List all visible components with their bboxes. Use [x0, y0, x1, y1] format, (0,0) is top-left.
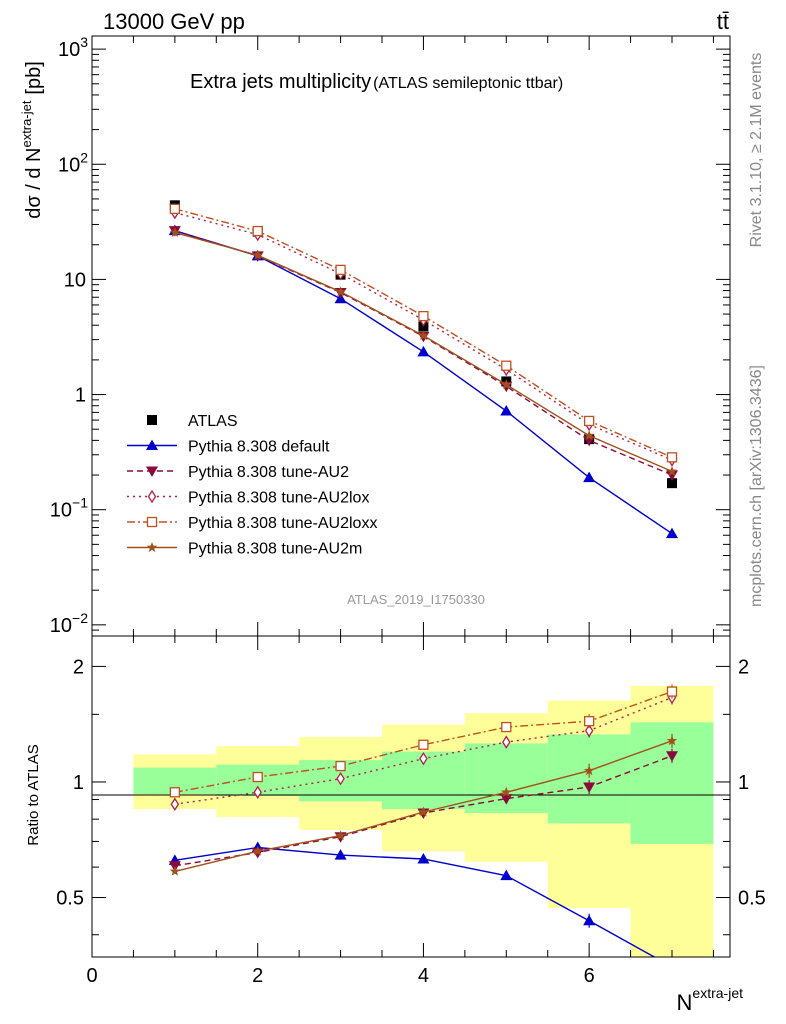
ratio-point-default: [334, 849, 347, 860]
ratio-point-au2m: [666, 735, 678, 746]
main-point-au2: [583, 435, 596, 447]
x-tick-label: 2: [252, 965, 263, 987]
main-y-tick-label: 103: [58, 34, 88, 61]
ratio-axes: 0.5 0.5 1 1 2 2 0 2 4 6: [56, 636, 766, 987]
main-series-group: [168, 200, 678, 539]
ratio-point-au2lox: [419, 751, 428, 766]
ratio-point-au2lox: [502, 735, 511, 749]
legend-marker-au2m: [146, 542, 158, 552]
main-line-default: [174, 230, 673, 535]
main-y-tick-label: 1: [75, 385, 86, 407]
main-point-au2loxx: [501, 360, 512, 371]
main-point-au2m: [335, 286, 346, 297]
main-point-au2loxx: [583, 415, 595, 427]
ratio-point-au2lox: [336, 771, 345, 786]
ratio-point-au2loxx: [169, 787, 181, 798]
x-tick-label: 6: [584, 965, 595, 987]
ratio-y-tick-label-right: 1: [738, 772, 749, 794]
analysis-watermark: ATLAS_2019_I1750330: [347, 592, 485, 607]
main-point-default: [500, 404, 513, 416]
ratio-y-tick-label: 1: [73, 772, 84, 794]
ratio-point-au2m: [583, 765, 595, 776]
main-point-au2m: [252, 249, 263, 260]
ratio-point-au2m: [418, 806, 429, 817]
main-point-data: [667, 478, 677, 489]
x-tick-label: 4: [418, 965, 429, 987]
main-point-au2: [666, 470, 678, 482]
ratio-uncertainty-bands: [133, 685, 714, 957]
ratio-point-au2m: [501, 786, 512, 797]
ratio-y-tick-label-right: 2: [738, 656, 749, 678]
main-y-tick-label: 102: [58, 149, 88, 176]
main-point-default: [417, 345, 430, 357]
ratio-point-au2: [666, 751, 678, 762]
main-y-tick-label: 10−2: [50, 610, 88, 637]
rivet-version-label: Rivet 3.1.10, ≥ 2.1M events: [748, 53, 765, 248]
ratio-y-tick-label-right: 0.5: [738, 888, 766, 910]
ratio-frame: [91, 635, 731, 958]
ratio-point-au2: [583, 782, 596, 794]
ratio-point-au2loxx: [418, 739, 429, 750]
main-point-au2m: [501, 379, 512, 390]
legend-label-au2loxx: Pythia 8.308 tune-AU2loxx: [188, 515, 377, 532]
ratio-y-tick-label: 2: [73, 656, 84, 678]
plot-title: Extra jets multiplicity (ATLAS semilepton…: [190, 71, 563, 93]
main-point-au2m: [666, 465, 678, 476]
ratio-point-au2m: [335, 830, 346, 841]
ratio-series-group: [168, 684, 678, 972]
ratio-point-default: [583, 914, 596, 926]
main-y-axis: 10−2 10−1 1 10 102 103: [50, 34, 730, 637]
legend-label-au2m: Pythia 8.308 tune-AU2m: [188, 541, 362, 558]
ratio-point-default: [500, 869, 513, 881]
legend-label-default: Pythia 8.308 default: [188, 439, 330, 456]
main-point-au2m: [169, 227, 181, 238]
legend: ATLAS Pythia 8.308 default Pythia 8.308 tu…: [127, 413, 377, 558]
collision-label: 13000 GeV pp: [103, 9, 245, 34]
legend-label-data: ATLAS: [188, 413, 238, 430]
x-tick-label: 0: [86, 965, 97, 987]
ratio-point-au2lox: [253, 785, 262, 799]
ratio-band-inner: [547, 734, 631, 824]
ratio-point-au2lox: [170, 797, 180, 811]
legend-label-au2lox: Pythia 8.308 tune-AU2lox: [188, 490, 369, 507]
ratio-point-au2loxx: [335, 760, 346, 772]
main-point-au2m: [418, 330, 429, 341]
main-point-au2loxx: [252, 225, 263, 237]
mcplots-label: mcplots.cern.ch [arXiv:1306.3436]: [748, 365, 765, 607]
legend-marker-au2lox: [147, 489, 157, 504]
main-y-tick-label: 10: [64, 269, 86, 291]
legend-marker-au2loxx: [146, 516, 158, 528]
main-point-default: [583, 471, 596, 483]
x-axis-label: Nextra-jet: [677, 985, 744, 1015]
legend-label-au2: Pythia 8.308 tune-AU2: [188, 464, 349, 481]
main-point-au2loxx: [169, 203, 181, 214]
legend-marker-data: [147, 415, 157, 425]
ratio-point-default: [417, 852, 430, 864]
ratio-point-au2loxx: [252, 771, 263, 783]
ratio-y-axis-label: Ratio to ATLAS: [25, 744, 42, 845]
main-point-default: [666, 527, 678, 539]
ratio-point-au2loxx: [501, 721, 512, 733]
main-point-au2m: [583, 430, 595, 441]
ratio-point-au2loxx: [666, 686, 678, 697]
ratio-point-au2m: [169, 865, 181, 876]
ratio-point-au2loxx: [583, 716, 595, 727]
legend-marker-au2: [146, 466, 158, 477]
main-point-au2loxx: [335, 264, 346, 276]
ratio-point-default: [666, 961, 678, 972]
ratio-y-tick-label: 0.5: [56, 888, 84, 910]
main-y-tick-label: 10−1: [50, 495, 88, 522]
ratio-point-au2lox: [584, 723, 594, 738]
legend-marker-default: [146, 439, 158, 450]
main-point-au2loxx: [666, 452, 678, 463]
main-y-axis-label: dσ / d Nextra-jet[pb]: [19, 61, 45, 219]
ratio-point-au2: [500, 794, 513, 805]
process-label: tt̄: [717, 9, 729, 34]
ratio-point-au2m: [252, 845, 263, 856]
main-point-au2loxx: [418, 310, 429, 322]
